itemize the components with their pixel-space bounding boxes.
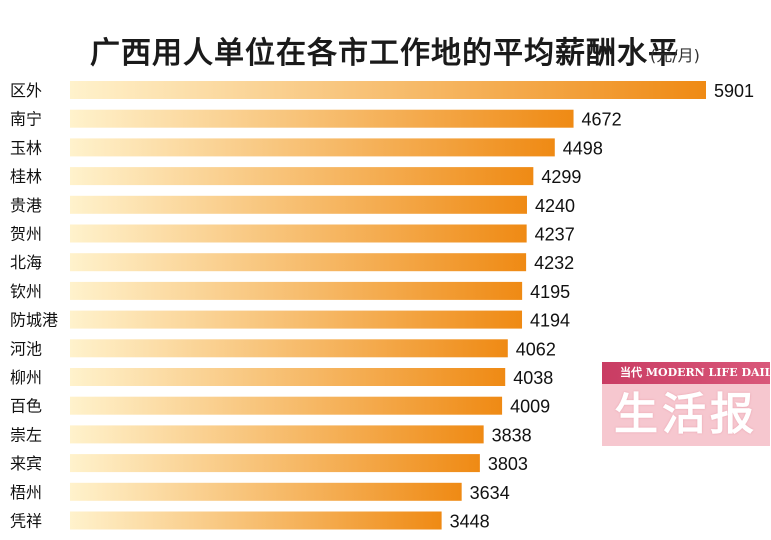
value-label: 4194 (530, 311, 570, 331)
value-label: 5901 (714, 81, 754, 101)
bar (70, 339, 508, 358)
category-label: 钦州 (10, 282, 42, 301)
bar (70, 109, 574, 128)
category-label: 贵港 (10, 196, 42, 215)
category-label: 河池 (10, 339, 42, 358)
category-label: 贺州 (10, 225, 42, 244)
value-label: 4237 (535, 225, 575, 245)
bar (70, 511, 442, 530)
bar (70, 368, 506, 386)
category-label: 区外 (10, 81, 42, 100)
value-label: 4240 (535, 196, 575, 216)
value-label: 4672 (582, 110, 622, 130)
bar (70, 482, 462, 501)
value-label: 4038 (513, 368, 553, 388)
category-label: 百色 (10, 397, 42, 416)
bar (70, 425, 484, 444)
bar (70, 396, 503, 415)
category-label: 玉林 (10, 138, 42, 157)
chart-unit: (元/月) (650, 46, 700, 65)
category-label: 梧州 (10, 483, 42, 502)
value-label: 4498 (563, 138, 603, 158)
bar (70, 281, 523, 300)
category-label: 凭祥 (10, 512, 42, 531)
chart-title: 广西用人单位在各市工作地的平均薪酬水平 (90, 36, 679, 71)
category-label: 桂林 (10, 167, 42, 186)
value-label: 3803 (488, 454, 528, 474)
category-label: 南宁 (10, 110, 42, 129)
bar (70, 167, 534, 186)
category-label: 来宾 (10, 454, 42, 473)
bar (70, 253, 527, 272)
bar (70, 195, 527, 214)
bar (70, 310, 523, 329)
value-label: 4232 (534, 253, 574, 273)
value-label: 3634 (470, 483, 510, 503)
logo-tagline: 当代 MODERN LIFE DAILY (602, 362, 770, 384)
value-label: 4062 (516, 339, 556, 359)
bar (70, 454, 480, 473)
newspaper-logo: 当代 MODERN LIFE DAILY 生活报 (602, 362, 770, 446)
bar (70, 138, 555, 157)
logo-brand: 生活报 (602, 384, 770, 446)
bar (70, 81, 706, 99)
value-label: 4299 (541, 167, 581, 187)
bar (70, 224, 527, 243)
value-label: 4009 (510, 397, 550, 417)
category-label: 柳州 (10, 368, 42, 387)
category-label: 北海 (10, 253, 42, 272)
value-label: 3838 (492, 425, 532, 445)
value-label: 3448 (450, 512, 490, 532)
category-label: 崇左 (10, 425, 42, 444)
value-label: 4195 (530, 282, 570, 302)
category-label: 防城港 (10, 311, 58, 330)
